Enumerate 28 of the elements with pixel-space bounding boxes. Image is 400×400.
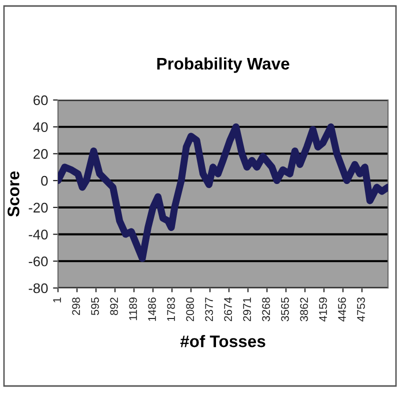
y-tick-label: 40 bbox=[33, 122, 48, 132]
y-tick-label: 0 bbox=[41, 176, 48, 186]
x-tick-label: 1783 bbox=[167, 298, 175, 321]
x-tick-label: 2080 bbox=[186, 297, 194, 322]
chart-title: Probability Wave bbox=[157, 57, 290, 73]
x-tick-label: 595 bbox=[91, 297, 99, 316]
x-tick-label: 1 bbox=[53, 298, 61, 302]
y-tick-label: -40 bbox=[28, 230, 48, 240]
x-tick-label: 4753 bbox=[357, 298, 365, 322]
y-axis-title: Score bbox=[8, 171, 20, 217]
y-tick-label: -80 bbox=[28, 283, 48, 294]
x-tick-label: 2971 bbox=[243, 298, 251, 322]
x-tick-label: 2377 bbox=[205, 298, 213, 322]
x-tick-label: 4159 bbox=[319, 298, 327, 322]
x-axis-title: #of Tosses bbox=[180, 335, 266, 348]
y-tick-label: 60 bbox=[34, 95, 48, 106]
y-tick-label: 20 bbox=[34, 149, 48, 159]
x-tick-label: 4456 bbox=[338, 298, 346, 322]
x-tick-label: 298 bbox=[72, 298, 80, 316]
x-tick-label: 1486 bbox=[148, 298, 156, 321]
x-tick-label: 2674 bbox=[224, 297, 232, 322]
x-tick-label: 1189 bbox=[129, 298, 137, 320]
x-tick-label: 3565 bbox=[281, 297, 289, 322]
x-tick-label: 892 bbox=[110, 298, 118, 316]
x-tick-label: 3862 bbox=[300, 298, 308, 322]
y-tick-label: -20 bbox=[28, 202, 48, 213]
y-tick-label: -60 bbox=[28, 256, 48, 266]
x-tick-label: 3268 bbox=[262, 298, 270, 322]
